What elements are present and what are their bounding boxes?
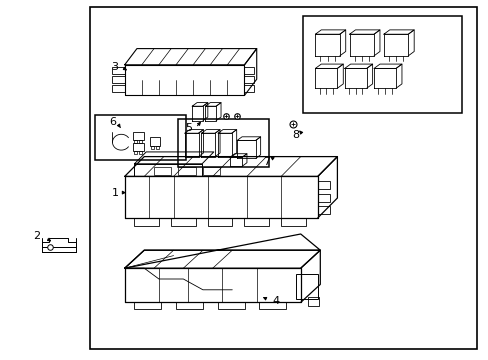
Text: 4: 4 xyxy=(272,296,279,306)
Text: 7: 7 xyxy=(263,157,269,167)
Bar xyxy=(112,76,124,83)
Bar xyxy=(244,218,268,226)
Bar xyxy=(244,85,254,92)
Bar xyxy=(134,302,161,309)
Bar xyxy=(112,67,124,74)
Text: 1: 1 xyxy=(111,188,118,198)
Bar xyxy=(139,151,142,154)
Bar xyxy=(178,167,195,175)
Bar xyxy=(259,302,285,309)
Bar xyxy=(244,76,254,83)
Bar xyxy=(134,140,137,143)
Text: 5: 5 xyxy=(184,123,191,133)
Bar xyxy=(203,167,220,175)
Bar xyxy=(112,85,124,92)
Bar xyxy=(176,302,203,309)
Text: 6: 6 xyxy=(109,117,116,127)
Bar xyxy=(244,67,254,74)
Bar xyxy=(90,7,476,349)
Bar xyxy=(133,132,143,140)
Bar xyxy=(303,16,461,113)
Bar xyxy=(178,119,268,167)
Text: 2: 2 xyxy=(33,231,40,241)
Bar xyxy=(317,206,329,214)
Bar xyxy=(149,137,160,146)
Bar xyxy=(317,194,329,202)
Bar xyxy=(281,218,305,226)
Bar xyxy=(317,181,329,189)
Text: 8: 8 xyxy=(292,130,299,140)
Bar xyxy=(134,151,137,154)
Bar xyxy=(151,146,154,149)
Bar xyxy=(171,218,195,226)
Text: 3: 3 xyxy=(111,62,118,72)
Bar xyxy=(217,302,244,309)
Bar xyxy=(133,143,143,151)
Bar xyxy=(156,146,159,149)
Bar xyxy=(154,167,171,175)
Bar xyxy=(295,274,317,299)
Bar xyxy=(307,297,318,306)
Bar xyxy=(95,115,185,160)
Bar xyxy=(207,218,232,226)
Bar xyxy=(139,140,142,143)
Bar xyxy=(134,218,159,226)
